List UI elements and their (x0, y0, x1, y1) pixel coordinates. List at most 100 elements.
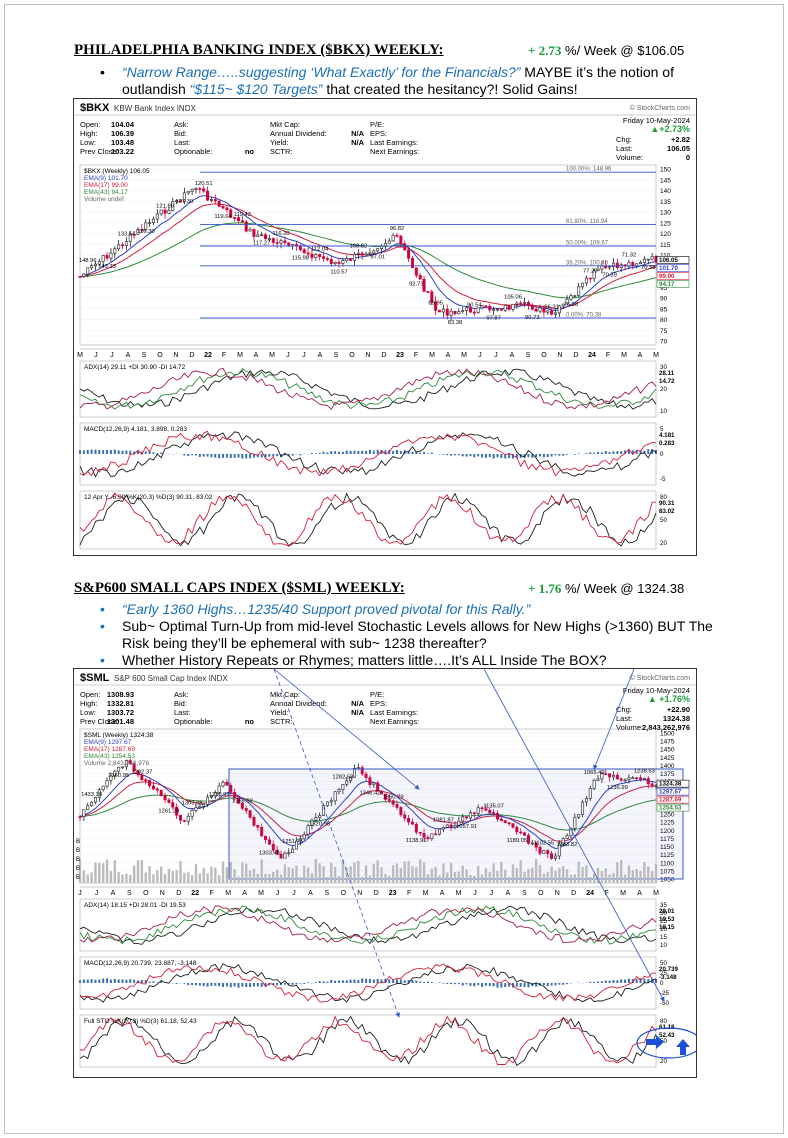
candle-body (132, 763, 136, 772)
volume-bar (187, 872, 190, 883)
indicator-tag: 28.11 (659, 370, 675, 377)
candle-body (86, 267, 90, 275)
indicator-label: Full STO %K(20,3) %D(3) 61.18, 52.43 (84, 1018, 197, 1025)
price-annotation: 71.32 (622, 253, 637, 259)
volume-bar (229, 861, 232, 883)
stat-value: 1301.48 (107, 717, 134, 726)
price-tick-label: 90 (660, 296, 668, 303)
candle-body (275, 849, 279, 855)
sml-bullet-1: “Early 1360 Highs…1235/40 Support proved… (96, 601, 732, 618)
macd-histogram-bar (600, 981, 603, 983)
candle-body (557, 843, 561, 857)
volume-bar (303, 865, 306, 883)
candle-body (403, 243, 407, 251)
macd-histogram-bar (438, 982, 441, 983)
stat-label: Low: (80, 708, 96, 717)
price-tick-label: 95 (660, 285, 668, 292)
sml-bullets: “Early 1360 Highs…1235/40 Support proved… (96, 601, 732, 669)
indicator-label: MACD(12,26,9) 4.181, 3.898, 0.283 (84, 426, 187, 433)
macd-histogram-bar (357, 979, 360, 983)
candle-body (542, 850, 546, 854)
stat-value: N/A (351, 138, 365, 147)
volume-axis-label: B (76, 839, 80, 845)
candle-body (333, 261, 337, 264)
candle-body (380, 790, 384, 795)
macd-histogram-bar (79, 980, 81, 983)
price-tag-box (656, 803, 690, 812)
volume-bar (558, 867, 561, 883)
candle-body (310, 253, 314, 258)
macd-histogram-bar (423, 452, 426, 454)
volume-bar (422, 862, 426, 883)
month-label: J (110, 352, 114, 359)
macd-histogram-bar (136, 450, 139, 454)
macd-histogram-bar (554, 983, 557, 986)
candle-body (581, 282, 585, 288)
candle-body (526, 835, 530, 844)
month-label: J (95, 890, 99, 897)
volume-bar (457, 871, 461, 883)
macd-histogram-bar (419, 981, 422, 983)
stat-label: EPS: (370, 129, 387, 138)
volume-bar (620, 859, 623, 883)
volume-bar (654, 863, 658, 883)
macd-histogram-bar (291, 454, 294, 456)
volume-bar (616, 862, 619, 883)
volume-bar (314, 859, 318, 883)
indicator-line (79, 1015, 657, 1065)
price-tick-label: 115 (660, 242, 671, 249)
month-label: M (429, 352, 435, 359)
macd-histogram-bar (515, 454, 518, 459)
annotation-arrow (273, 668, 420, 790)
chart-source: © StockCharts.com (630, 104, 691, 112)
candle-body (186, 815, 190, 822)
macd-histogram-bar (252, 983, 255, 987)
candle-body (78, 276, 82, 278)
volume-bar (368, 875, 372, 883)
month-label: A (254, 352, 259, 359)
stat-value: N/A (351, 708, 365, 717)
candle-body (287, 852, 291, 854)
month-label: 23 (389, 890, 397, 897)
sml-bullet-2-text: Sub~ Optimal Turn-Up from mid-level Stoc… (122, 618, 713, 651)
price-tag: 1254.53 (659, 805, 682, 812)
macd-histogram-bar (191, 454, 194, 456)
volume-bar (121, 874, 124, 883)
macd-histogram-bar (546, 454, 549, 458)
annotation-arrow (273, 668, 400, 1018)
macd-histogram-bar (260, 454, 263, 458)
price-annotation: 1282.58 (332, 774, 353, 780)
bkx-bullet-rest2: that created the hesitancy?! Solid Gains… (322, 81, 578, 97)
candle-body (631, 777, 635, 779)
macd-histogram-bar (523, 983, 526, 987)
legend-entry: Volume undef (84, 196, 124, 203)
candle-body (171, 201, 175, 211)
candle-body (93, 797, 97, 803)
candle-body (604, 773, 608, 775)
volume-bar (341, 859, 345, 883)
candle-body (279, 853, 283, 859)
candle-body (140, 774, 144, 780)
macd-histogram-bar (249, 454, 252, 459)
stat-label: Next Earnings: (370, 717, 419, 726)
stat-label: Last: (616, 144, 632, 153)
macd-histogram-bar (508, 983, 511, 987)
macd-histogram-bar (102, 978, 105, 983)
candle-body (167, 210, 171, 214)
candle-body (151, 785, 155, 790)
price-tag: 106.05 (659, 257, 678, 264)
candle-body (376, 248, 380, 252)
stat-value: N/A (351, 129, 365, 138)
price-tick-label: 1425 (660, 755, 675, 762)
month-label: A (126, 352, 131, 359)
price-tick-label: 85 (660, 306, 668, 313)
macd-histogram-bar (183, 454, 186, 456)
macd-histogram-bar (550, 983, 553, 986)
candle-body (387, 240, 391, 244)
macd-histogram-bar (372, 979, 375, 983)
macd-histogram-bar (624, 979, 627, 983)
macd-histogram-bar (442, 454, 445, 455)
stat-value: 1308.93 (107, 690, 134, 699)
volume-bar (449, 863, 453, 883)
macd-histogram-bar (98, 450, 101, 454)
